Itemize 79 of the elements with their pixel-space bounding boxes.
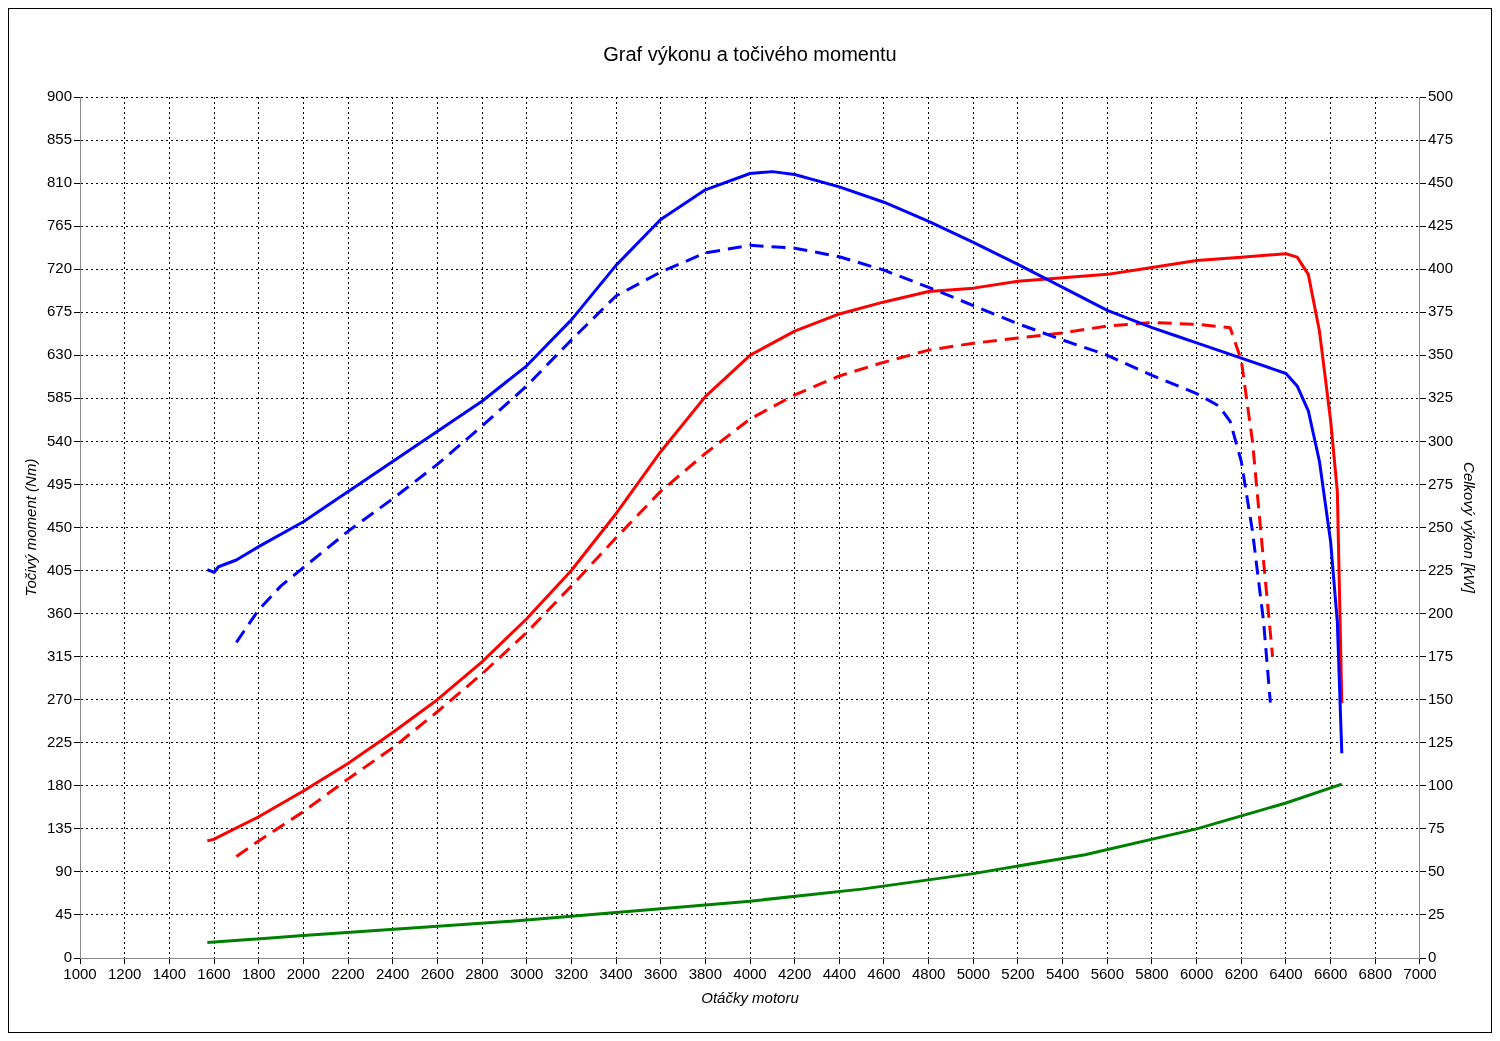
y2-tick-label: 175: [1427, 646, 1453, 664]
x-tick-label: 4800: [911, 965, 946, 983]
x-tick-label: 2400: [375, 965, 410, 983]
y2-tick-label: 325: [1427, 388, 1453, 406]
x-tick-label: 2000: [286, 965, 321, 983]
x-tick-label: 4000: [733, 965, 767, 983]
y-tick-label: 45: [55, 905, 73, 923]
y2-tick-label: 350: [1427, 345, 1453, 363]
y-tick-label: 855: [47, 130, 73, 148]
x-tick-label: 3200: [554, 965, 589, 983]
y2-tick-label: 225: [1427, 560, 1453, 578]
x-tick-label: 5800: [1135, 965, 1169, 983]
y2-tick-label: 500: [1427, 87, 1453, 105]
x-tick-label: 6200: [1224, 965, 1258, 983]
y-tick-label: 540: [47, 431, 73, 449]
x-tick-label: 7000: [1403, 965, 1437, 983]
x-tick-label: 1200: [108, 965, 142, 983]
line-series: [234, 243, 1272, 705]
x-tick-label: 4200: [777, 965, 812, 983]
y-axis-title: Točivý moment (Nm): [22, 458, 40, 597]
y2-tick-label: 275: [1427, 474, 1453, 492]
y2-tick-label: 100: [1427, 775, 1453, 793]
x-tick-label: 4400: [822, 965, 857, 983]
y2-tick-label: 425: [1427, 216, 1453, 234]
y2-tick-label: 50: [1427, 862, 1445, 880]
y-tick-label: 315: [47, 646, 73, 664]
x-tick-label: 5200: [1001, 965, 1035, 983]
x-tick-label: 6600: [1313, 965, 1348, 983]
x-tick-label: 4600: [867, 965, 901, 983]
y-tick-label: 405: [47, 560, 73, 578]
y2-tick-label: 400: [1427, 259, 1453, 277]
y-tick-label: 135: [47, 818, 73, 836]
x-tick-label: 3600: [643, 965, 678, 983]
chart-title: Graf výkonu a točivého momentu: [603, 42, 897, 65]
y2-tick-label: 250: [1427, 517, 1453, 535]
x-tick-label: 5600: [1090, 965, 1125, 983]
y-tick-label: 900: [47, 87, 73, 105]
x-tick-label: 3800: [688, 965, 723, 983]
x-tick-label: 5400: [1045, 965, 1080, 983]
x-axis-title: Otáčky motoru: [701, 989, 800, 1007]
x-tick-label: 6000: [1179, 965, 1214, 983]
x-tick-label: 2800: [465, 965, 499, 983]
y2-tick-label: 0: [1427, 948, 1437, 966]
line-series: [234, 321, 1275, 858]
y-tick-label: 720: [47, 259, 73, 277]
y-tick-label: 360: [47, 603, 73, 621]
x-tick-label: 6400: [1269, 965, 1303, 983]
y-tick-label: 675: [47, 302, 73, 320]
x-tick-label: 1400: [152, 965, 187, 983]
y-tick-label: 270: [47, 689, 73, 707]
y-tick-label: 90: [55, 862, 73, 880]
x-tick-label: 2600: [420, 965, 455, 983]
y2-tick-label: 300: [1427, 431, 1453, 449]
x-tick-label: 5000: [956, 965, 991, 983]
y-tick-label: 495: [47, 474, 73, 492]
y2-tick-label: 200: [1427, 603, 1453, 621]
y2-tick-label: 150: [1427, 689, 1453, 707]
y-tick-label: 765: [47, 216, 73, 234]
x-tick-label: 3400: [599, 965, 633, 983]
y-tick-label: 450: [47, 517, 73, 535]
y2-tick-label: 375: [1427, 302, 1453, 320]
y2-axis-title: Celkový výkon [kW]: [1460, 462, 1478, 594]
x-tick-label: 1800: [242, 965, 276, 983]
y-tick-label: 630: [47, 345, 73, 363]
y2-tick-label: 25: [1427, 905, 1445, 923]
x-tick-label: 6800: [1358, 965, 1392, 983]
y-tick-label: 810: [47, 173, 73, 191]
y-tick-label: 180: [47, 775, 73, 793]
y2-tick-label: 125: [1427, 732, 1453, 750]
x-tick-label: 1000: [63, 965, 97, 983]
x-tick-label: 3000: [509, 965, 544, 983]
y-tick-label: 225: [47, 732, 73, 750]
y2-tick-label: 450: [1427, 173, 1453, 191]
y-tick-label: 585: [47, 388, 73, 406]
x-tick-label: 2200: [331, 965, 365, 983]
y2-tick-label: 475: [1427, 130, 1453, 148]
x-tick-label: 1600: [197, 965, 231, 983]
y-tick-label: 0: [63, 948, 73, 966]
y2-tick-label: 75: [1427, 818, 1445, 836]
